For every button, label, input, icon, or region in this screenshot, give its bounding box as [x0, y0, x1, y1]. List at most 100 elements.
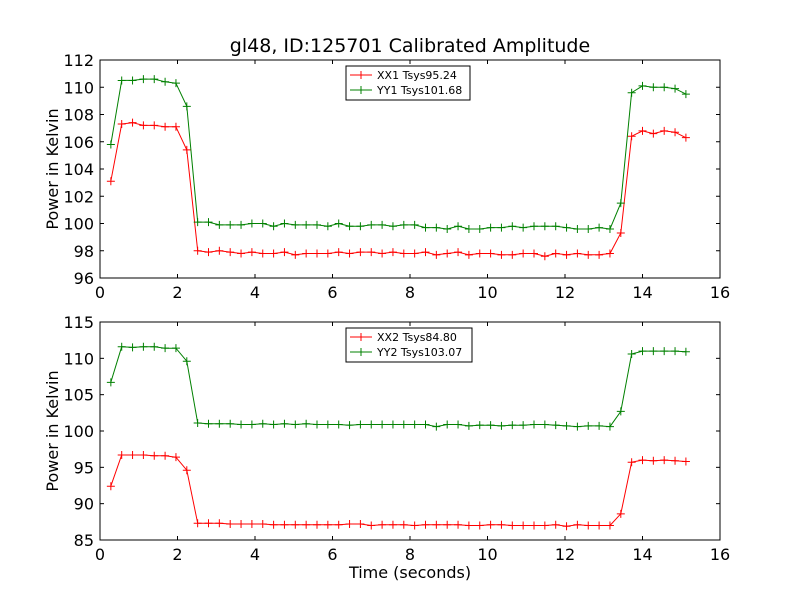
x-tick-label: 6: [327, 283, 337, 302]
data-point: [139, 75, 148, 84]
data-point: [193, 246, 202, 255]
data-point: [475, 224, 484, 233]
data-point: [530, 249, 538, 258]
data-point: [573, 249, 582, 258]
data-point: [399, 249, 408, 258]
data-point: [237, 420, 246, 429]
data-point: [475, 521, 484, 530]
data-point: [627, 88, 636, 97]
data-point: [671, 456, 680, 465]
data-point: [128, 343, 137, 352]
x-tick-label: 10: [477, 545, 497, 564]
data-point: [475, 249, 484, 258]
data-point: [497, 421, 506, 430]
data-point: [215, 246, 224, 255]
data-point: [204, 419, 213, 428]
data-point: [540, 252, 549, 261]
data-point: [313, 220, 321, 229]
data-point: [367, 521, 376, 530]
data-point: [128, 450, 137, 459]
data-point: [367, 248, 376, 257]
y-tick-label: 90: [74, 495, 94, 514]
data-point: [291, 250, 300, 259]
data-point: [486, 249, 495, 258]
data-point: [562, 522, 571, 531]
data-point: [519, 521, 528, 530]
data-point: [117, 450, 126, 459]
data-point: [345, 421, 354, 430]
y-tick-label: 100: [63, 422, 94, 441]
data-point: [562, 250, 571, 259]
data-point: [226, 220, 235, 229]
data-point: [269, 420, 278, 429]
data-point: [410, 521, 419, 530]
data-point: [399, 520, 408, 529]
data-point: [519, 249, 528, 258]
data-point: [204, 519, 213, 528]
data-point: [399, 420, 408, 429]
data-point: [388, 222, 397, 231]
data-point: [605, 422, 614, 431]
data-point: [660, 347, 669, 356]
legend-label: YY2 Tsys103.07: [376, 346, 462, 359]
data-point: [464, 521, 473, 530]
legend: XX1 Tsys95.24 YY1 Tsys101.68: [345, 65, 471, 101]
data-point: [540, 420, 549, 429]
y-tick-label: 100: [63, 215, 94, 234]
data-point: [627, 458, 636, 467]
data-point: [486, 223, 495, 232]
data-point: [291, 420, 300, 429]
data-point: [421, 248, 430, 257]
data-point: [378, 220, 387, 229]
data-point: [388, 420, 397, 429]
data-point: [660, 126, 669, 135]
data-point: [356, 248, 365, 257]
data-point: [454, 222, 463, 231]
data-point: [150, 342, 159, 351]
data-point: [540, 222, 549, 231]
data-point: [334, 219, 343, 228]
data-point: [182, 102, 191, 111]
data-point: [269, 520, 278, 529]
data-point: [605, 521, 614, 530]
data-point: [291, 520, 300, 529]
data-point: [584, 224, 593, 233]
data-point: [638, 456, 647, 465]
legend-label: YY1 Tsys101.68: [376, 84, 462, 97]
data-point: [497, 250, 506, 259]
data-point: [313, 420, 321, 429]
data-point: [410, 420, 419, 429]
legend-marker: [357, 86, 365, 94]
data-point: [638, 81, 647, 90]
data-point: [410, 220, 419, 229]
y-tick-label: 95: [74, 458, 94, 477]
y-tick-label: 85: [74, 531, 94, 550]
data-point: [128, 76, 137, 85]
data-point: [475, 421, 484, 430]
data-point: [497, 223, 506, 232]
data-point: [334, 248, 343, 257]
data-point: [432, 250, 441, 259]
data-point: [540, 521, 549, 530]
data-point: [313, 249, 321, 258]
data-point: [215, 220, 224, 229]
data-point: [247, 219, 256, 228]
data-point: [573, 224, 582, 233]
y-axis-label: Power in Kelvin: [43, 108, 62, 229]
data-point: [247, 420, 256, 429]
data-point: [443, 420, 452, 429]
y-tick-label: 96: [74, 269, 94, 288]
x-tick-label: 16: [710, 283, 730, 302]
y-tick-label: 102: [63, 187, 94, 206]
data-point: [247, 520, 256, 529]
legend-item: YY2 Tsys103.07: [350, 346, 462, 359]
data-point: [117, 342, 126, 351]
data-point: [193, 419, 202, 428]
data-point: [497, 520, 506, 529]
legend-item: XX1 Tsys95.24: [350, 69, 457, 82]
data-point: [616, 229, 625, 238]
data-point: [258, 419, 267, 428]
series-2: [106, 342, 690, 431]
data-point: [616, 509, 625, 518]
